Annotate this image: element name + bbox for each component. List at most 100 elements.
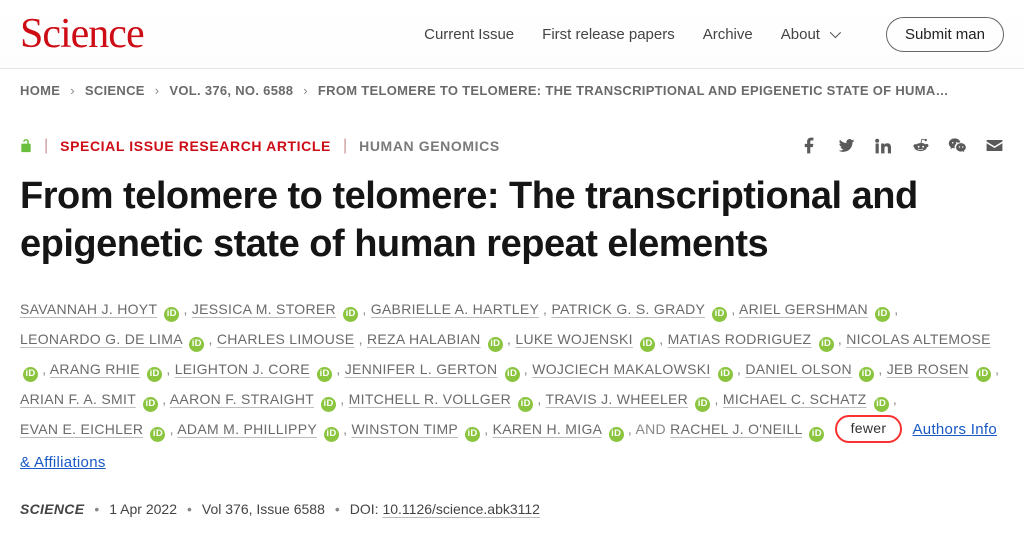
breadcrumb-home[interactable]: HOME [20, 83, 60, 98]
separator: , [655, 331, 668, 347]
author-link[interactable]: LEONARDO G. DE LIMA [20, 331, 182, 347]
author-link[interactable]: REZA HALABIAN [367, 331, 481, 347]
separator: , [834, 331, 847, 347]
primary-nav: Current Issue First release papers Archi… [424, 17, 1004, 52]
author-link[interactable]: CHARLES LIMOUSE [217, 331, 355, 347]
separator: | [44, 137, 48, 155]
author-link[interactable]: MICHAEL C. SCHATZ [723, 391, 867, 407]
separator: , [339, 421, 352, 437]
author-link[interactable]: KAREN H. MIGA [493, 421, 602, 437]
orcid-icon: iD [875, 307, 890, 322]
separator-dot: • [187, 501, 192, 517]
orcid-icon: iD [640, 337, 655, 352]
author-link[interactable]: LUKE WOJENSKI [515, 331, 632, 347]
separator: , [165, 421, 177, 437]
separator-dot: • [94, 501, 99, 517]
reddit-icon[interactable] [911, 136, 930, 155]
breadcrumb-journal[interactable]: SCIENCE [85, 83, 145, 98]
separator: | [343, 137, 347, 155]
separator: , [533, 391, 545, 407]
separator: , [158, 391, 170, 407]
author-link[interactable]: WINSTON TIMP [352, 421, 458, 437]
separator: , [503, 331, 516, 347]
author-link[interactable]: MATIAS RODRIGUEZ [668, 331, 812, 347]
author-link[interactable]: JESSICA M. STORER [192, 301, 336, 317]
author-link[interactable]: RACHEL J. O'NEILL [670, 421, 802, 437]
author-link[interactable]: MITCHELL R. VOLLGER [349, 391, 511, 407]
wechat-icon[interactable] [948, 136, 967, 155]
author-link[interactable]: SAVANNAH J. HOYT [20, 301, 157, 317]
author-link[interactable]: JENNIFER L. GERTON [345, 361, 498, 377]
author-list: SAVANNAH J. HOYT iD , JESSICA M. STORER … [20, 294, 1004, 479]
author-link[interactable]: ARIEL GERSHMAN [739, 301, 868, 317]
email-icon[interactable] [985, 136, 1004, 155]
orcid-icon: iD [695, 397, 710, 412]
volume-issue: Vol 376, Issue 6588 [202, 501, 325, 517]
separator: , [354, 331, 367, 347]
orcid-icon: iD [505, 367, 520, 382]
orcid-icon: iD [488, 337, 503, 352]
author-link[interactable]: TRAVIS J. WHEELER [546, 391, 689, 407]
separator: , [204, 331, 217, 347]
author-link[interactable]: ARIAN F. A. SMIT [20, 391, 136, 407]
separator: , [733, 361, 746, 377]
orcid-icon: iD [976, 367, 991, 382]
breadcrumb-volume[interactable]: VOL. 376, NO. 6588 [169, 83, 293, 98]
open-access-icon [20, 138, 32, 153]
orcid-icon: iD [609, 427, 624, 442]
author-link[interactable]: AARON F. STRAIGHT [170, 391, 314, 407]
orcid-icon: iD [321, 397, 336, 412]
orcid-icon: iD [164, 307, 179, 322]
chevron-right-icon: › [155, 83, 160, 98]
publication-date: 1 Apr 2022 [109, 501, 177, 517]
twitter-icon[interactable] [837, 136, 856, 155]
author-link[interactable]: WOJCIECH MAKALOWSKI [532, 361, 710, 377]
chevron-right-icon: › [70, 83, 75, 98]
orcid-icon: iD [343, 307, 358, 322]
article-header: | SPECIAL ISSUE RESEARCH ARTICLE | HUMAN… [0, 112, 1024, 527]
author-link[interactable]: LEIGHTON J. CORE [175, 361, 310, 377]
and-label: AND [636, 421, 671, 437]
separator: , [520, 361, 533, 377]
author-link[interactable]: GABRIELLE A. HARTLEY [371, 301, 539, 317]
linkedin-icon[interactable] [874, 136, 893, 155]
separator: , [38, 361, 50, 377]
author-link[interactable]: EVAN E. EICHLER [20, 421, 143, 437]
journal-logo[interactable]: Science [20, 10, 144, 58]
separator: , [162, 361, 175, 377]
orcid-icon: iD [874, 397, 889, 412]
orcid-icon: iD [518, 397, 533, 412]
separator: , [358, 301, 371, 317]
separator: , [727, 301, 739, 317]
fewer-authors-button[interactable]: fewer [835, 415, 903, 442]
separator: , [332, 361, 345, 377]
article-title: From telomere to telomere: The transcrip… [20, 173, 1004, 268]
orcid-icon: iD [718, 367, 733, 382]
author-link[interactable]: JEB ROSEN [887, 361, 969, 377]
doi-label: DOI: [350, 501, 383, 517]
doi-link[interactable]: 10.1126/science.abk3112 [382, 501, 540, 517]
orcid-icon: iD [712, 307, 727, 322]
author-link[interactable]: PATRICK G. S. GRADY [551, 301, 705, 317]
separator: , [179, 301, 192, 317]
orcid-icon: iD [317, 367, 332, 382]
nav-archive[interactable]: Archive [703, 26, 753, 43]
publication-meta: SCIENCE • 1 Apr 2022 • Vol 376, Issue 65… [20, 501, 1004, 517]
orcid-icon: iD [859, 367, 874, 382]
author-link[interactable]: NICOLAS ALTEMOSE [846, 331, 991, 347]
orcid-icon: iD [809, 427, 824, 442]
nav-current-issue[interactable]: Current Issue [424, 26, 514, 43]
nav-about-label: About [781, 26, 820, 43]
separator: , [539, 301, 552, 317]
separator: , [624, 421, 636, 437]
submit-manuscript-button[interactable]: Submit man [886, 17, 1004, 52]
nav-first-release[interactable]: First release papers [542, 26, 675, 43]
separator: , [480, 421, 493, 437]
author-link[interactable]: ARANG RHIE [50, 361, 140, 377]
nav-about-dropdown[interactable]: About [781, 26, 838, 43]
facebook-icon[interactable] [800, 136, 819, 155]
journal-name: SCIENCE [20, 501, 84, 517]
author-link[interactable]: ADAM M. PHILLIPPY [177, 421, 316, 437]
breadcrumb: HOME › SCIENCE › VOL. 376, NO. 6588 › FR… [0, 69, 1024, 112]
author-link[interactable]: DANIEL OLSON [745, 361, 852, 377]
